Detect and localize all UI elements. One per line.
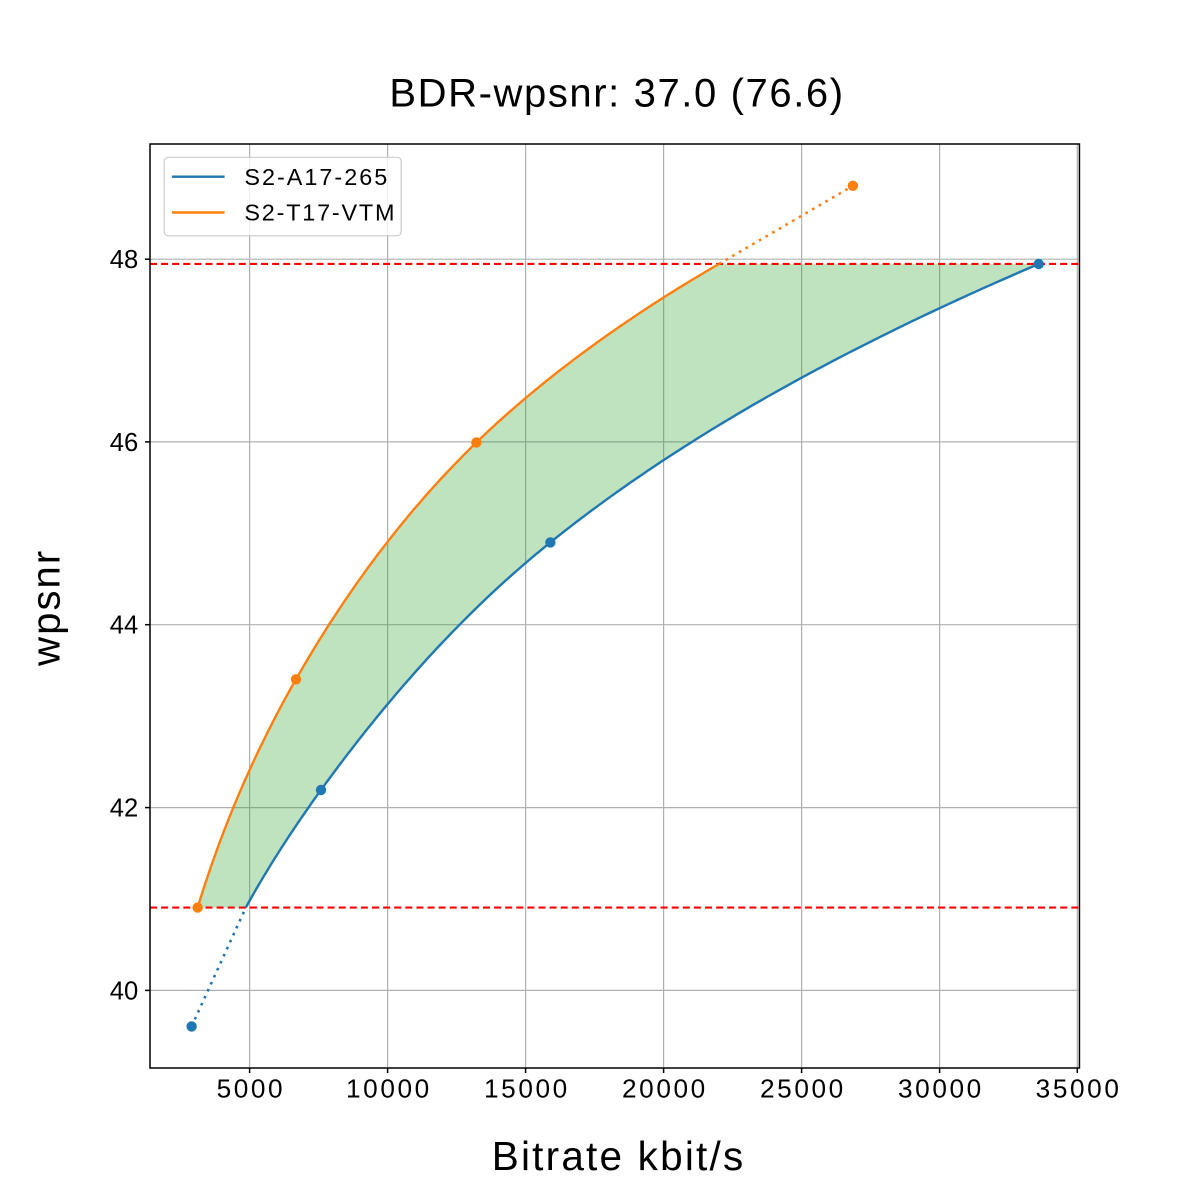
svg-text:S2-A17-265: S2-A17-265 [244,164,389,190]
svg-text:35000: 35000 [1036,1073,1122,1103]
svg-text:44: 44 [110,612,138,640]
svg-text:42: 42 [110,795,138,823]
svg-text:5000: 5000 [217,1073,286,1103]
svg-text:wpsnr: wpsnr [25,549,69,667]
svg-text:15000: 15000 [484,1073,570,1103]
svg-text:Bitrate kbit/s: Bitrate kbit/s [492,1133,746,1179]
svg-text:25000: 25000 [760,1073,846,1103]
svg-text:40: 40 [110,977,138,1005]
svg-text:46: 46 [110,429,138,457]
svg-text:BDR-wpsnr: 37.0 (76.6): BDR-wpsnr: 37.0 (76.6) [389,71,844,115]
svg-text:10000: 10000 [346,1073,432,1103]
svg-text:20000: 20000 [622,1073,708,1103]
svg-text:30000: 30000 [898,1073,984,1103]
svg-text:S2-T17-VTM: S2-T17-VTM [244,199,396,225]
svg-text:48: 48 [110,246,138,274]
